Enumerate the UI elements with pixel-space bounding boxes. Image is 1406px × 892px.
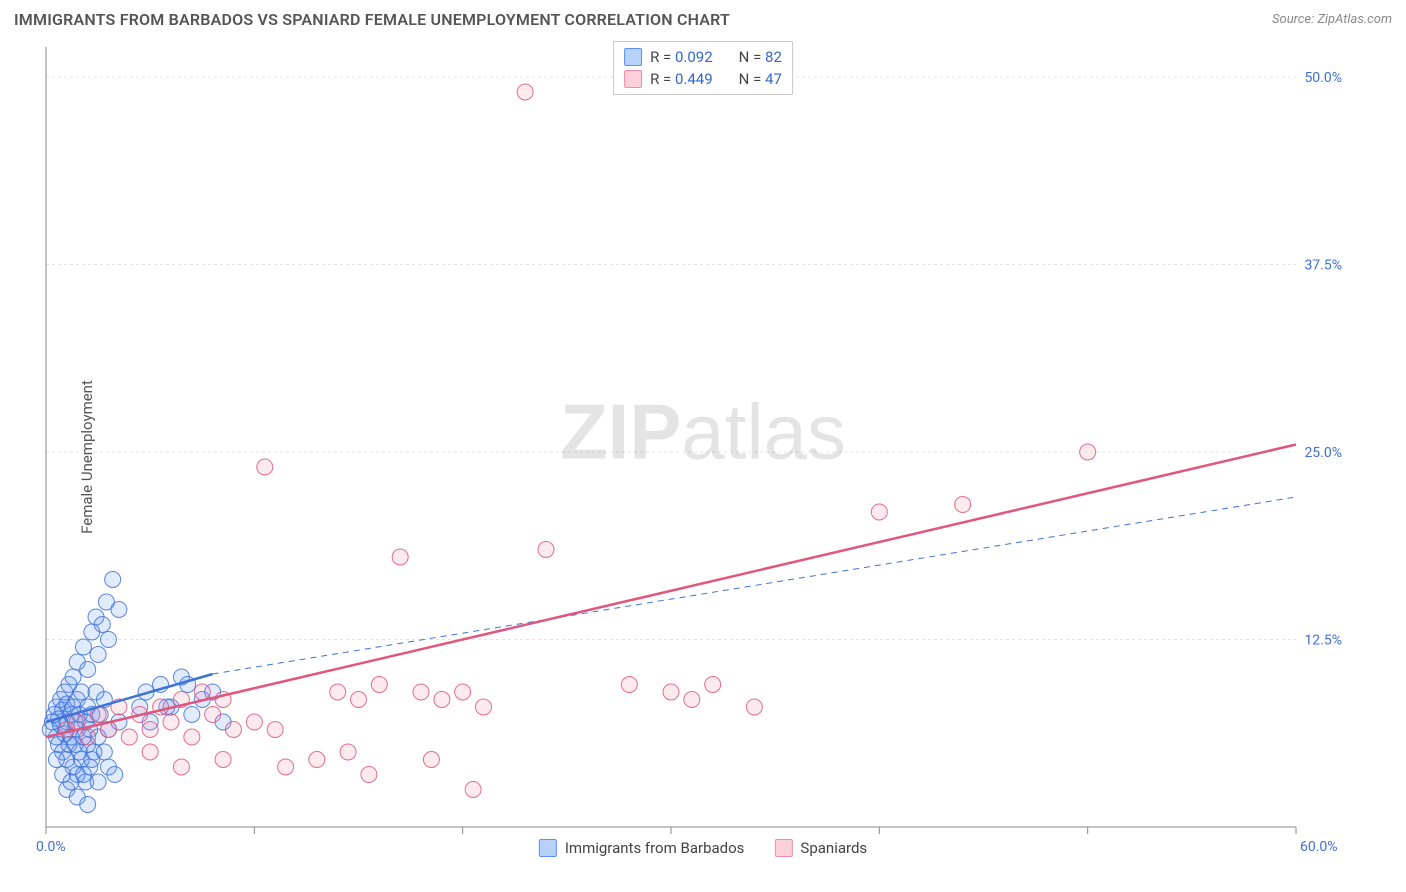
scatter-point — [65, 669, 81, 685]
scatter-point — [90, 647, 106, 663]
scatter-point — [226, 722, 242, 738]
source-attribution: Source: ZipAtlas.com — [1272, 12, 1392, 27]
scatter-point — [955, 497, 971, 513]
scatter-point — [476, 699, 492, 715]
scatter-point — [142, 744, 158, 760]
legend-swatch — [774, 839, 792, 857]
legend-r-label: R = 0.449 — [650, 68, 713, 90]
scatter-point — [48, 752, 64, 768]
scatter-chart: 12.5% 25.0% 37.5% 50.0% — [0, 37, 1406, 877]
scatter-point — [267, 722, 283, 738]
scatter-point — [73, 684, 89, 700]
svg-text:12.5%: 12.5% — [1304, 633, 1342, 649]
scatter-point — [309, 752, 325, 768]
scatter-point — [80, 797, 96, 813]
scatter-point — [173, 759, 189, 775]
scatter-point — [80, 729, 96, 745]
legend-row: R = 0.092 N = 82 — [624, 46, 782, 68]
scatter-point — [663, 684, 679, 700]
scatter-point — [142, 722, 158, 738]
legend-series: Immigrants from Barbados Spaniards — [539, 839, 867, 857]
scatter-point — [538, 542, 554, 558]
scatter-point — [184, 729, 200, 745]
legend-item: Immigrants from Barbados — [539, 839, 745, 857]
scatter-point — [163, 714, 179, 730]
scatter-point — [194, 684, 210, 700]
scatter-point — [746, 699, 762, 715]
scatter-point — [371, 677, 387, 693]
chart-title: IMMIGRANTS FROM BARBADOS VS SPANIARD FEM… — [14, 10, 730, 29]
scatter-point — [340, 744, 356, 760]
scatter-point — [684, 692, 700, 708]
legend-label: Spaniards — [800, 839, 867, 857]
legend-correlation: R = 0.092 N = 82 R = 0.449 N = 47 — [613, 41, 793, 95]
svg-text:37.5%: 37.5% — [1304, 258, 1342, 274]
scatter-point — [434, 692, 450, 708]
scatter-point — [107, 767, 123, 783]
scatter-point — [257, 459, 273, 475]
source-link[interactable]: ZipAtlas.com — [1317, 12, 1392, 27]
scatter-point — [90, 774, 106, 790]
legend-item: Spaniards — [774, 839, 867, 857]
x-axis-max-label: 60.0% — [1300, 839, 1338, 855]
scatter-point — [871, 504, 887, 520]
x-axis-min-label: 0.0% — [36, 839, 66, 855]
scatter-point — [184, 707, 200, 723]
legend-swatch — [624, 48, 642, 66]
scatter-point — [1080, 444, 1096, 460]
svg-text:25.0%: 25.0% — [1304, 445, 1342, 461]
scatter-point — [96, 744, 112, 760]
scatter-point — [705, 677, 721, 693]
legend-swatch — [539, 839, 557, 857]
scatter-point — [111, 602, 127, 618]
legend-swatch — [624, 70, 642, 88]
scatter-point — [423, 752, 439, 768]
legend-n-label: N = 82 — [739, 46, 782, 68]
scatter-point — [392, 549, 408, 565]
svg-text:50.0%: 50.0% — [1304, 70, 1342, 86]
chart-header: IMMIGRANTS FROM BARBADOS VS SPANIARD FEM… — [0, 0, 1406, 37]
y-axis-label: Female Unemployment — [78, 380, 96, 534]
scatter-point — [413, 684, 429, 700]
trendline-extrapolated — [213, 497, 1296, 674]
scatter-point — [455, 684, 471, 700]
scatter-point — [121, 729, 137, 745]
legend-r-label: R = 0.092 — [650, 46, 713, 68]
scatter-point — [621, 677, 637, 693]
scatter-point — [205, 707, 221, 723]
scatter-point — [246, 714, 262, 730]
scatter-point — [351, 692, 367, 708]
chart-container: ZIPatlas Female Unemployment 12.5%25.0%3… — [0, 37, 1406, 877]
scatter-point — [76, 767, 92, 783]
scatter-point — [76, 639, 92, 655]
scatter-point — [215, 752, 231, 768]
scatter-point — [330, 684, 346, 700]
legend-label: Immigrants from Barbados — [565, 839, 745, 857]
scatter-point — [361, 767, 377, 783]
scatter-point — [94, 617, 110, 633]
legend-n-label: N = 47 — [739, 68, 782, 90]
scatter-point — [80, 662, 96, 678]
scatter-point — [278, 759, 294, 775]
scatter-point — [105, 572, 121, 588]
scatter-point — [465, 782, 481, 798]
scatter-point — [517, 84, 533, 100]
scatter-point — [101, 632, 117, 648]
legend-row: R = 0.449 N = 47 — [624, 68, 782, 90]
source-label: Source: — [1272, 12, 1317, 27]
